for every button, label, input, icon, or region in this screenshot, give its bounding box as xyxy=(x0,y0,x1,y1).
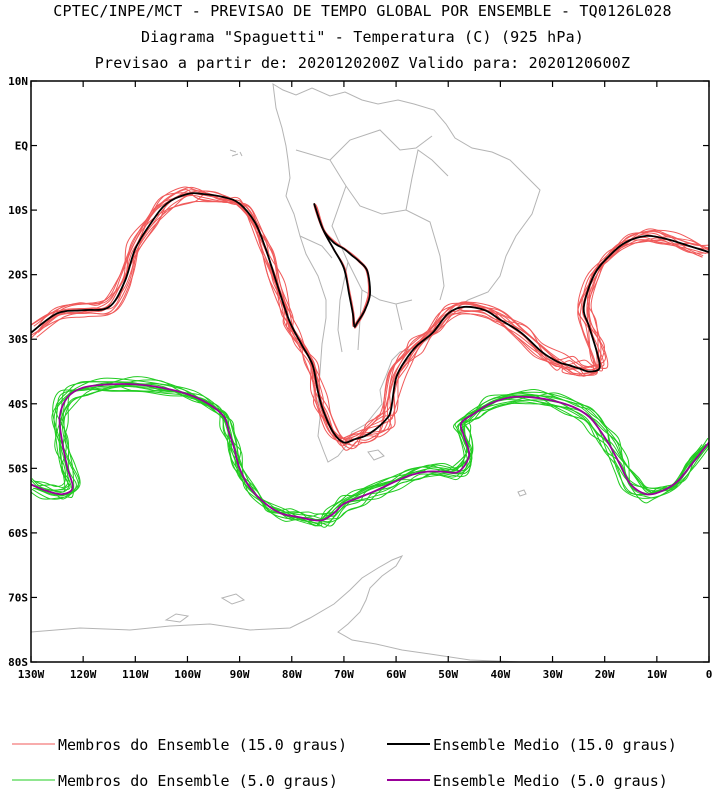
chart-title-line-3: Previsao a partir de: 2020120200Z Valido… xyxy=(94,54,631,72)
x-tick-label: 130W xyxy=(18,668,45,681)
ensemble-mean-15-line xyxy=(313,203,371,328)
spaghetti-lines xyxy=(31,186,709,528)
member-5-line xyxy=(33,388,703,523)
island-scatter xyxy=(229,149,243,157)
legend: Membros do Ensemble (15.0 graus) Ensembl… xyxy=(12,736,677,790)
x-tick-label: 20W xyxy=(595,668,615,681)
x-axis: 130W 120W 110W 100W 90W 80W 70W 60W 50W 40W 30W 20W… xyxy=(18,81,713,681)
legend-item-members-15: Membros do Ensemble (15.0 graus) xyxy=(12,736,347,754)
legend-item-mean-5: Ensemble Medio (5.0 graus) xyxy=(387,772,668,790)
member-5-line xyxy=(34,385,708,528)
x-tick-label: 0 xyxy=(706,668,713,681)
x-tick-label: 10W xyxy=(647,668,667,681)
legend-item-mean-15: Ensemble Medio (15.0 graus) xyxy=(387,736,677,754)
x-tick-label: 40W xyxy=(490,668,510,681)
legend-label-mean-5: Ensemble Medio (5.0 graus) xyxy=(433,772,668,790)
legend-item-members-5: Membros do Ensemble (5.0 graus) xyxy=(12,772,338,790)
x-tick-label: 60W xyxy=(386,668,406,681)
member-5-line xyxy=(31,382,709,527)
y-tick-label: EQ xyxy=(15,140,29,153)
south-america-coast xyxy=(272,83,541,463)
x-tick-label: 110W xyxy=(122,668,149,681)
y-tick-label: 30S xyxy=(8,333,28,346)
legend-label-members-15: Membros do Ensemble (15.0 graus) xyxy=(58,736,347,754)
ensemble-mean-15-line xyxy=(31,192,709,444)
map-background xyxy=(31,81,709,662)
x-tick-label: 80W xyxy=(282,668,302,681)
south-georgia-island xyxy=(517,489,527,497)
y-tick-label: 20S xyxy=(8,269,28,282)
y-tick-label: 80S xyxy=(8,656,28,669)
member-15-line xyxy=(31,186,709,440)
falkland-islands xyxy=(367,449,385,461)
x-tick-label: 100W xyxy=(174,668,201,681)
y-tick-label: 60S xyxy=(8,527,28,540)
ensemble-mean-5-line xyxy=(31,383,709,522)
x-tick-label: 30W xyxy=(543,668,563,681)
legend-label-members-5: Membros do Ensemble (5.0 graus) xyxy=(58,772,338,790)
x-tick-label: 120W xyxy=(70,668,97,681)
chart-title-line-2: Diagrama "Spaguetti" - Temperatura (C) (… xyxy=(140,28,585,46)
y-tick-label: 70S xyxy=(8,591,28,604)
coastline-map xyxy=(31,83,541,662)
plot-frame xyxy=(30,80,710,663)
member-15-line xyxy=(31,189,709,439)
y-tick-label: 10S xyxy=(8,204,28,217)
x-tick-label: 90W xyxy=(230,668,250,681)
member-15-line xyxy=(35,199,709,451)
y-axis: 10N EQ 10S 20S 30S 40S 50S 60S 70S 80S xyxy=(8,75,709,669)
member-15-line xyxy=(31,192,709,445)
y-tick-label: 40S xyxy=(8,398,28,411)
x-tick-label: 50W xyxy=(438,668,458,681)
chart-title-line-1: CPTEC/INPE/MCT - PREVISAO DE TEMPO GLOBA… xyxy=(53,2,672,20)
x-tick-label: 70W xyxy=(334,668,354,681)
member-5-line xyxy=(34,388,703,527)
y-tick-label: 10N xyxy=(8,75,28,88)
legend-label-mean-15: Ensemble Medio (15.0 graus) xyxy=(433,736,677,754)
y-tick-label: 50S xyxy=(8,462,28,475)
member-5-line xyxy=(31,381,709,517)
antarctic-coast xyxy=(31,554,521,662)
